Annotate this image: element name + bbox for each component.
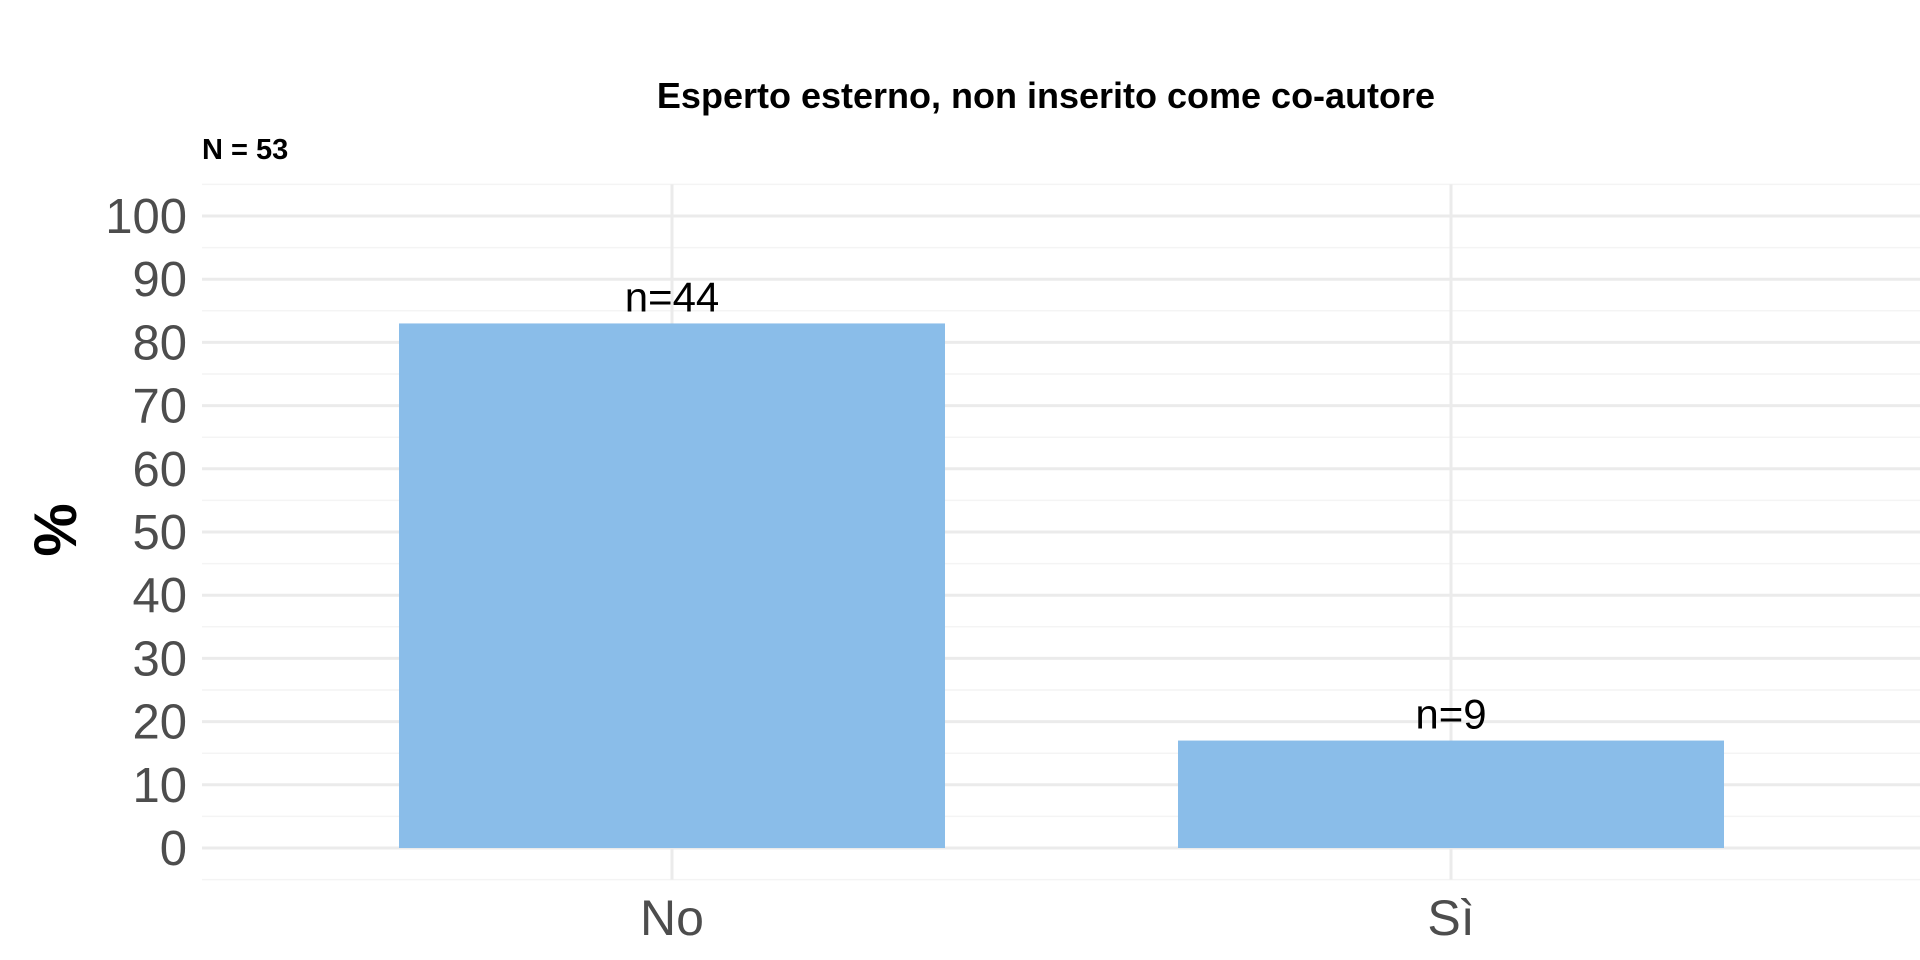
chart-subtitle: N = 53 bbox=[202, 134, 288, 166]
y-tick-label: 90 bbox=[132, 253, 187, 307]
bars bbox=[399, 323, 1724, 848]
x-axis-ticks: No Sì bbox=[640, 890, 1475, 946]
data-label-2: n=9 bbox=[1415, 691, 1486, 738]
y-axis-label: % bbox=[22, 503, 89, 556]
y-tick-label: 80 bbox=[132, 316, 187, 370]
y-tick-label: 20 bbox=[132, 696, 187, 750]
y-tick-label: 100 bbox=[105, 190, 187, 244]
y-tick-label: 70 bbox=[132, 380, 187, 434]
y-tick-label: 0 bbox=[160, 822, 187, 876]
bar-2 bbox=[1178, 740, 1724, 848]
data-label-1: n=44 bbox=[625, 273, 720, 320]
y-tick-label: 60 bbox=[132, 443, 187, 497]
y-axis-ticks: 0 10 20 30 40 50 60 70 80 90 100 bbox=[105, 190, 187, 876]
x-tick-label-2: Sì bbox=[1427, 890, 1474, 946]
bar-1 bbox=[399, 323, 945, 848]
y-tick-label: 50 bbox=[132, 506, 187, 560]
y-tick-label: 10 bbox=[132, 759, 187, 813]
data-labels: n=44 n=9 bbox=[625, 273, 1487, 737]
x-tick-label-1: No bbox=[640, 890, 704, 946]
y-tick-label: 30 bbox=[132, 632, 187, 686]
y-tick-label: 40 bbox=[132, 569, 187, 623]
chart-title: Esperto esterno, non inserito come co-au… bbox=[657, 75, 1435, 116]
